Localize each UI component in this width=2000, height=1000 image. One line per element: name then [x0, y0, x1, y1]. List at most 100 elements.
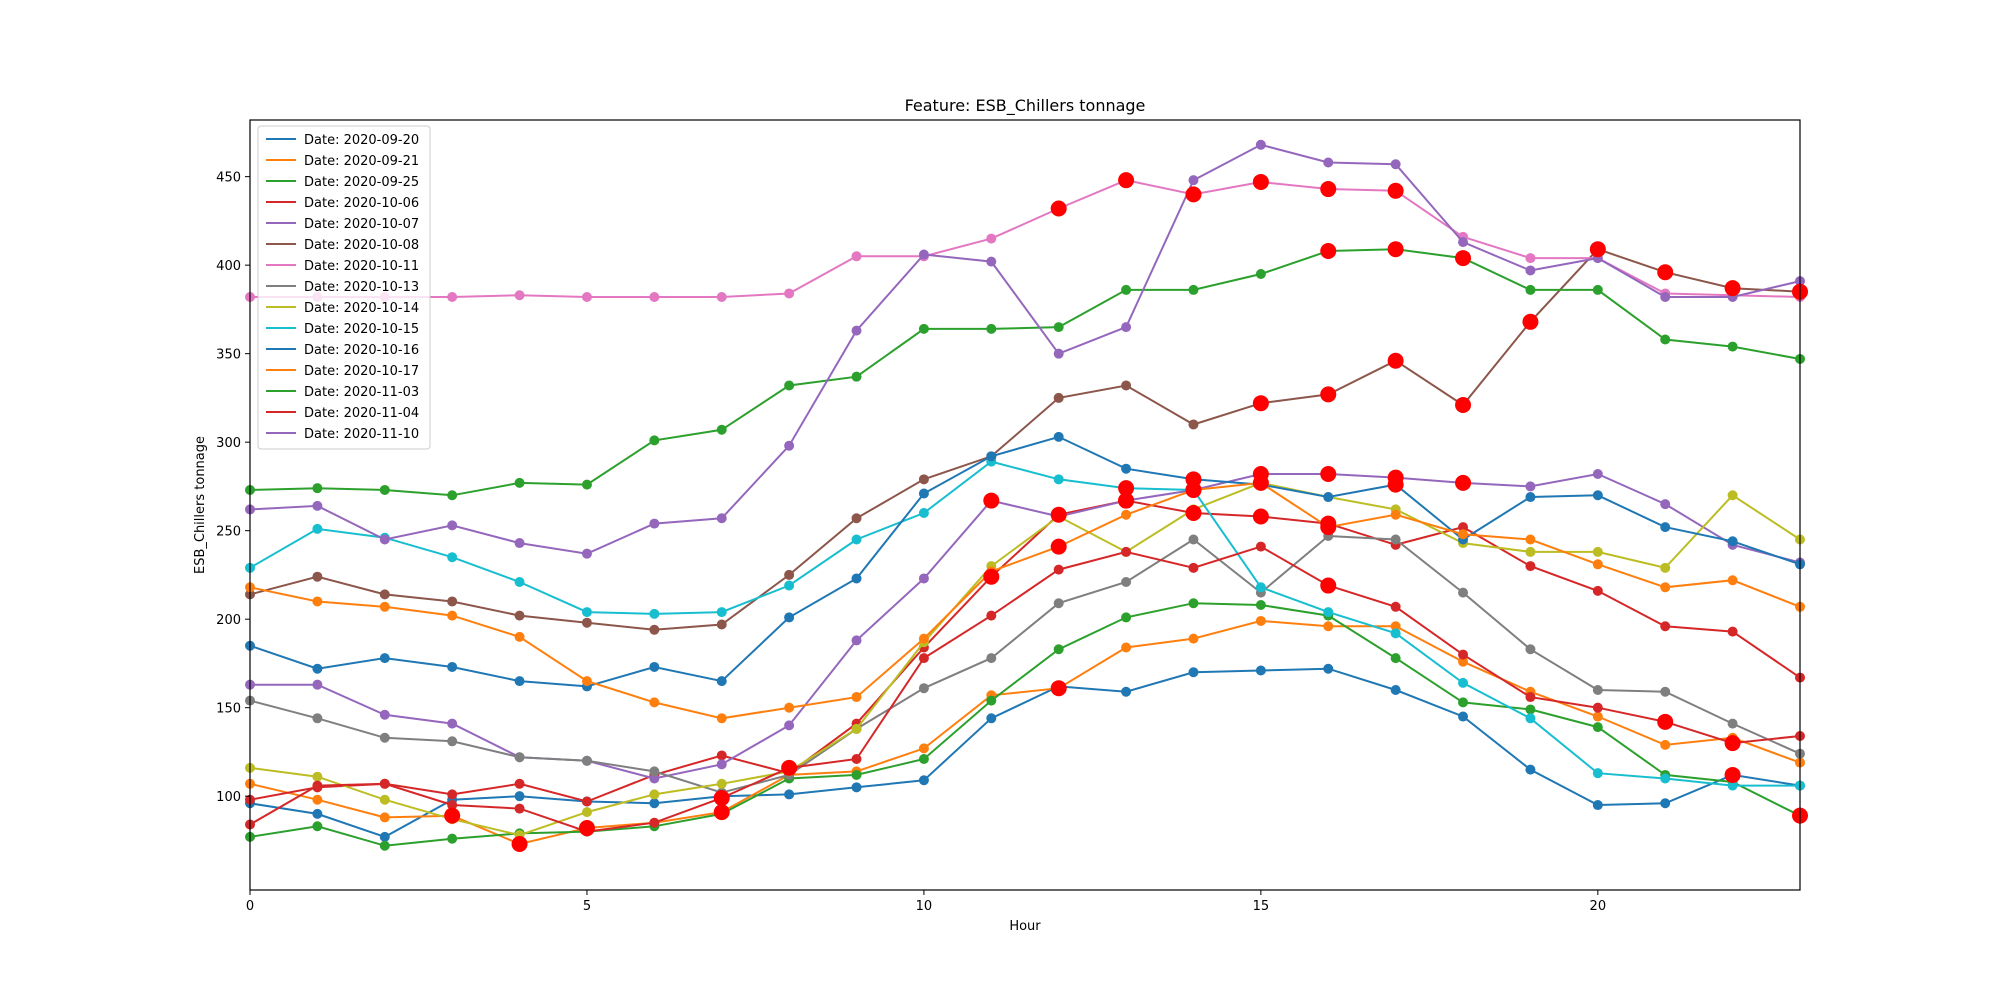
data-point — [784, 440, 795, 451]
x-axis-label: Hour — [1009, 919, 1041, 934]
data-point — [851, 371, 862, 382]
data-point — [784, 580, 795, 591]
data-point — [1390, 621, 1401, 632]
legend-item: Date: 2020-11-10 — [266, 427, 419, 442]
anomaly-marker — [983, 568, 1000, 585]
data-point — [1255, 615, 1266, 626]
legend-label: Date: 2020-09-21 — [304, 154, 419, 169]
data-point — [1660, 773, 1671, 784]
legend-label: Date: 2020-10-14 — [304, 301, 419, 316]
data-point — [851, 251, 862, 262]
data-point — [1727, 575, 1738, 586]
data-point — [1660, 562, 1671, 573]
anomaly-marker — [1185, 481, 1202, 498]
data-point — [649, 766, 660, 777]
data-point — [1592, 711, 1603, 722]
data-point — [1390, 628, 1401, 639]
data-point — [1727, 341, 1738, 352]
data-point — [1255, 269, 1266, 279]
data-point — [447, 292, 458, 303]
data-point — [514, 752, 525, 763]
data-point — [649, 697, 660, 708]
data-point — [1660, 798, 1671, 809]
data-point — [716, 619, 727, 630]
data-point — [1525, 481, 1536, 492]
anomaly-marker — [1724, 280, 1741, 297]
data-point — [1525, 534, 1536, 545]
anomaly-marker — [1387, 476, 1404, 493]
data-point — [1525, 253, 1536, 264]
data-point — [784, 720, 795, 731]
data-point — [447, 610, 458, 621]
data-point — [716, 292, 727, 303]
data-point — [581, 548, 592, 559]
data-point — [851, 513, 862, 524]
data-point — [1188, 175, 1199, 186]
legend-label: Date: 2020-10-15 — [304, 322, 419, 337]
data-point — [1121, 284, 1132, 295]
data-point — [312, 821, 323, 832]
data-point — [379, 840, 390, 851]
data-point — [649, 608, 660, 619]
data-point — [581, 607, 592, 618]
data-point — [986, 451, 997, 462]
data-point — [581, 292, 592, 303]
x-tick-label: 20 — [1590, 899, 1607, 914]
data-point — [1121, 322, 1132, 333]
legend-item: Date: 2020-10-15 — [266, 322, 419, 337]
anomaly-marker — [1320, 466, 1337, 483]
legend-item: Date: 2020-10-07 — [266, 217, 419, 232]
data-point — [1458, 522, 1469, 533]
anomaly-marker — [1252, 173, 1269, 190]
anomaly-marker — [578, 820, 595, 837]
data-point — [514, 577, 525, 587]
series-line — [249, 460, 1800, 787]
data-point — [649, 624, 660, 635]
data-point — [312, 771, 323, 782]
data-point — [1727, 780, 1738, 791]
data-point — [649, 817, 660, 828]
series-line — [249, 435, 1801, 688]
series-line — [249, 534, 1801, 794]
series-line — [249, 667, 1801, 838]
data-point — [1458, 237, 1469, 248]
data-point — [1592, 722, 1603, 733]
anomaly-marker — [713, 789, 730, 806]
data-point — [986, 256, 997, 267]
data-point — [1458, 529, 1469, 540]
data-point — [514, 477, 525, 488]
anomaly-marker — [1657, 264, 1674, 281]
data-point — [514, 791, 525, 802]
y-tick-label: 350 — [216, 348, 241, 363]
data-point — [1525, 764, 1536, 775]
data-point — [1727, 718, 1738, 729]
data-point — [716, 513, 727, 524]
anomaly-marker — [1320, 577, 1337, 594]
data-point — [918, 573, 929, 584]
anomaly-marker — [1724, 735, 1741, 752]
anomaly-marker — [1320, 242, 1337, 259]
data-point — [447, 833, 458, 844]
data-point — [1525, 692, 1536, 703]
anomaly-marker — [1657, 713, 1674, 730]
legend-item: Date: 2020-11-03 — [266, 385, 419, 400]
series-line — [249, 248, 1801, 497]
anomaly-marker — [1050, 506, 1067, 523]
data-point — [312, 500, 323, 511]
data-point — [1053, 564, 1064, 575]
anomaly-marker — [1387, 241, 1404, 258]
anomaly-marker — [511, 835, 528, 852]
anomaly-marker — [444, 807, 461, 824]
data-point — [649, 518, 660, 529]
data-point — [649, 789, 660, 800]
data-point — [1323, 607, 1334, 618]
data-point — [514, 803, 525, 814]
data-point — [851, 635, 862, 646]
data-point — [581, 807, 592, 818]
data-point — [649, 292, 660, 303]
plot-area — [250, 120, 1800, 890]
data-point — [1660, 499, 1671, 510]
data-point — [447, 552, 458, 563]
y-tick-label: 250 — [216, 525, 241, 540]
